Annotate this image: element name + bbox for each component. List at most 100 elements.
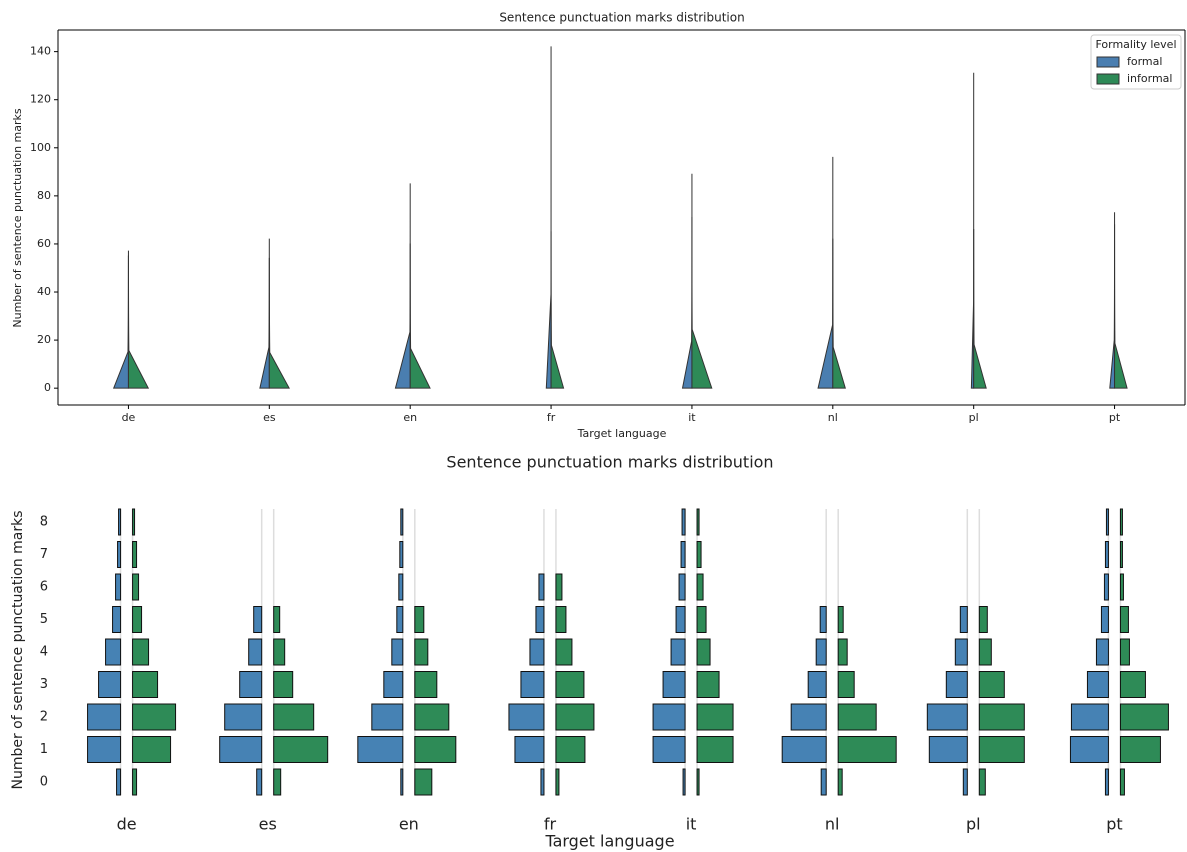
bar bbox=[675, 606, 686, 633]
bar bbox=[116, 768, 122, 796]
legend-label: informal bbox=[1127, 72, 1172, 85]
bar bbox=[696, 541, 702, 568]
bar bbox=[1119, 768, 1125, 796]
bar bbox=[514, 736, 545, 763]
bar bbox=[414, 703, 450, 731]
bar bbox=[696, 736, 734, 763]
bar bbox=[87, 736, 122, 763]
bar bbox=[87, 703, 122, 731]
bar bbox=[396, 606, 404, 633]
violin-half bbox=[545, 46, 552, 389]
bar bbox=[1100, 606, 1109, 633]
bar bbox=[273, 703, 315, 731]
bar bbox=[1070, 703, 1109, 731]
bar bbox=[945, 671, 968, 698]
x-tick-label: de bbox=[117, 815, 137, 834]
bar bbox=[248, 638, 263, 666]
bar bbox=[959, 606, 968, 633]
violin-half bbox=[127, 250, 150, 389]
bar bbox=[239, 671, 263, 698]
y-tick-label: 4 bbox=[40, 645, 48, 660]
y-tick-label: 6 bbox=[40, 580, 48, 595]
bar bbox=[837, 671, 855, 698]
bar bbox=[662, 671, 686, 698]
y-tick-label: 100 bbox=[30, 141, 51, 154]
bar bbox=[414, 606, 425, 633]
x-tick-label: nl bbox=[825, 815, 840, 834]
bar bbox=[414, 768, 433, 796]
bar bbox=[681, 508, 686, 536]
bar bbox=[1103, 573, 1109, 601]
bar bbox=[696, 703, 734, 731]
x-tick-label: en bbox=[403, 411, 417, 424]
violin-half bbox=[973, 229, 987, 389]
y-axis-label: Number of sentence punctuation marks bbox=[10, 510, 26, 789]
bar bbox=[398, 573, 404, 601]
bar bbox=[555, 768, 560, 796]
bar bbox=[1119, 508, 1123, 536]
bar bbox=[815, 638, 827, 666]
bar bbox=[1069, 736, 1109, 763]
bar bbox=[807, 671, 827, 698]
legend-swatch bbox=[1096, 73, 1120, 85]
bar bbox=[555, 573, 563, 601]
x-tick-label: pl bbox=[969, 411, 979, 424]
bar bbox=[1119, 671, 1146, 698]
bar bbox=[273, 638, 286, 666]
bar bbox=[105, 638, 122, 666]
bar bbox=[837, 638, 848, 666]
chart-title: Sentence punctuation marks distribution bbox=[499, 11, 744, 25]
bar bbox=[837, 736, 897, 763]
x-axis-label: Target language bbox=[577, 427, 667, 440]
bar bbox=[696, 573, 704, 601]
bar bbox=[682, 768, 686, 796]
y-tick-label: 40 bbox=[37, 285, 51, 298]
bar bbox=[256, 768, 263, 796]
bar bbox=[132, 573, 140, 601]
x-tick-label: fr bbox=[547, 411, 556, 424]
bar bbox=[1119, 638, 1130, 666]
bar bbox=[273, 606, 281, 633]
legend-label: formal bbox=[1127, 55, 1162, 68]
bar bbox=[790, 703, 827, 731]
bar bbox=[508, 703, 545, 731]
bar bbox=[273, 671, 294, 698]
y-tick-label: 2 bbox=[40, 710, 48, 725]
violin-half bbox=[1114, 224, 1128, 389]
y-tick-label: 3 bbox=[40, 677, 48, 692]
bar bbox=[529, 638, 545, 666]
y-tick-label: 80 bbox=[37, 189, 51, 202]
bar bbox=[400, 508, 404, 536]
bar bbox=[253, 606, 263, 633]
y-tick-label: 120 bbox=[30, 93, 51, 106]
bar bbox=[837, 606, 844, 633]
bar bbox=[978, 671, 1005, 698]
bar bbox=[520, 671, 545, 698]
bar bbox=[224, 703, 263, 731]
bar bbox=[781, 736, 827, 763]
bar bbox=[112, 606, 122, 633]
bar bbox=[115, 573, 122, 601]
bar bbox=[652, 736, 686, 763]
bar bbox=[837, 703, 877, 731]
x-tick-label: it bbox=[688, 411, 696, 424]
bar bbox=[1104, 541, 1109, 568]
bar bbox=[1119, 736, 1161, 763]
bar bbox=[954, 638, 968, 666]
bar bbox=[132, 606, 143, 633]
violin-half bbox=[394, 183, 411, 389]
bar bbox=[696, 638, 711, 666]
violin-half bbox=[681, 217, 693, 389]
bar bbox=[1086, 671, 1109, 698]
bar bbox=[696, 508, 700, 536]
x-tick-label: fr bbox=[544, 815, 557, 834]
bar bbox=[219, 736, 263, 763]
y-tick-label: 20 bbox=[37, 333, 51, 346]
bar bbox=[1119, 703, 1169, 731]
bar bbox=[371, 703, 404, 731]
bar bbox=[680, 541, 686, 568]
bar bbox=[540, 768, 545, 796]
bar bbox=[928, 736, 968, 763]
violin-half bbox=[832, 238, 846, 389]
